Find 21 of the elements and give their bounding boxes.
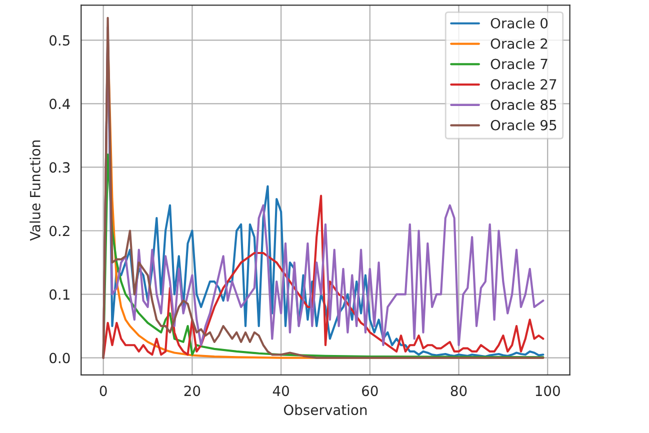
x-tick-label: 0 xyxy=(100,386,107,396)
line-series xyxy=(102,153,544,359)
legend-label: Oracle 95 xyxy=(490,120,556,130)
y-tick-label: 0.1 xyxy=(50,289,70,300)
y-tick-label: 0.0 xyxy=(50,352,70,364)
x-tick-label: 100 xyxy=(536,386,560,396)
x-tick-label: 20 xyxy=(184,386,200,396)
legend-label: Oracle 0 xyxy=(490,18,548,28)
x-axis-title: Observation xyxy=(284,404,367,416)
legend-label: Oracle 27 xyxy=(490,78,556,90)
x-tick-label: 40 xyxy=(272,386,289,396)
legend-label: Oracle 2 xyxy=(490,38,548,49)
x-tick-label: 80 xyxy=(450,386,467,396)
legend-label: Oracle 85 xyxy=(490,99,556,110)
x-tick-label: 60 xyxy=(362,386,378,396)
y-tick-label: 0.2 xyxy=(50,226,70,236)
y-tick-label: 0.3 xyxy=(50,162,70,173)
legend-label: Oracle 7 xyxy=(490,58,548,70)
y-axis-title: Value Function xyxy=(30,140,40,241)
y-tick-label: 0.4 xyxy=(50,98,70,110)
y-tick-label: 0.5 xyxy=(50,35,70,46)
